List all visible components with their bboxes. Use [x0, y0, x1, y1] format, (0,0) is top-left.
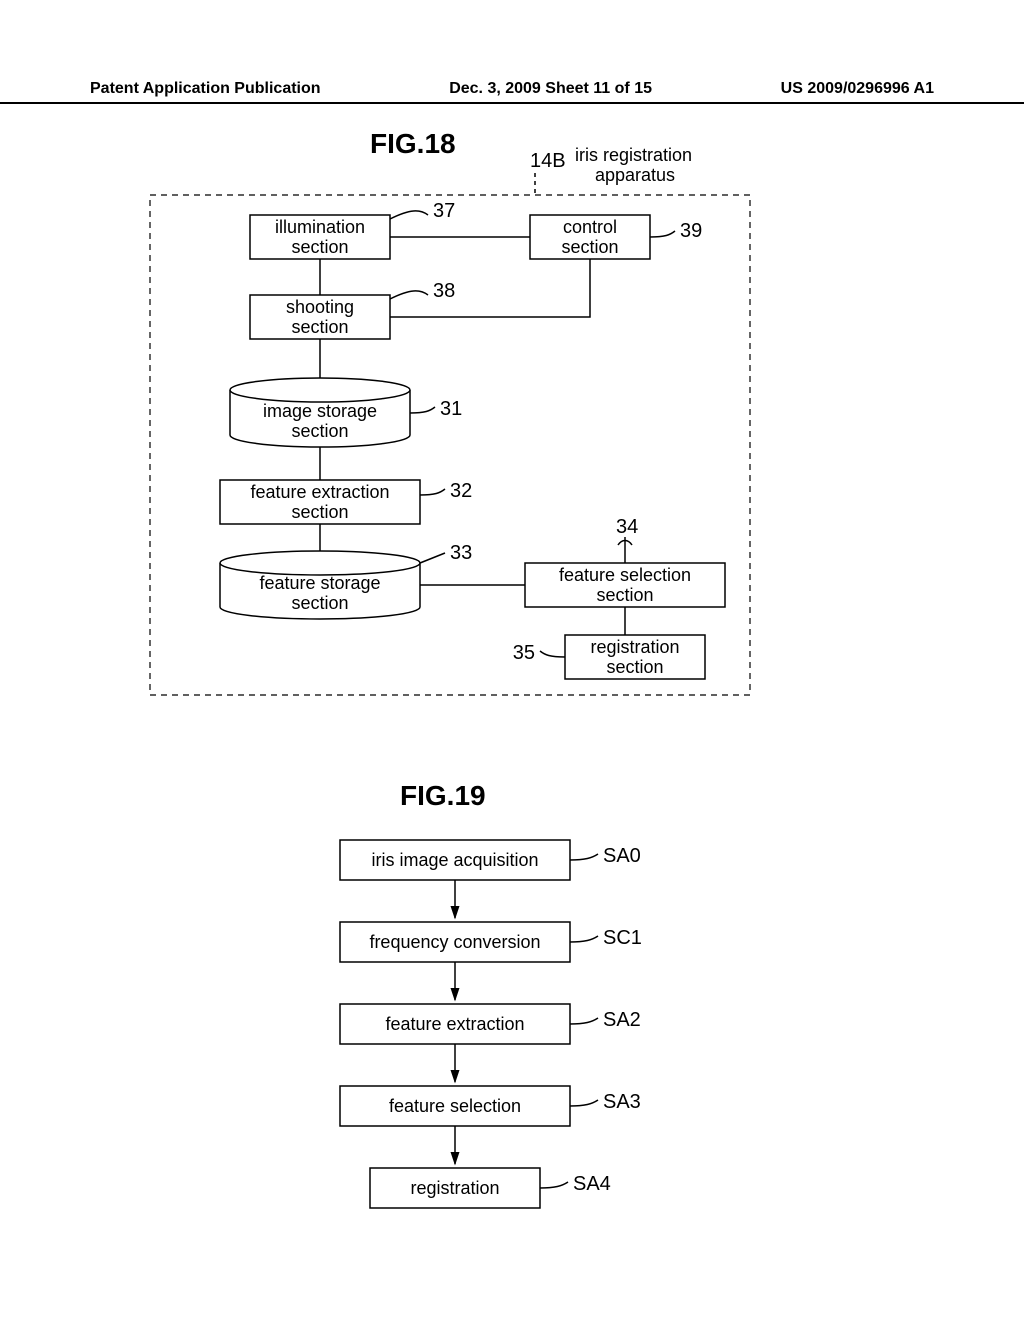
step-sa0-label: iris image acquisition	[371, 850, 538, 870]
ref32: 32	[450, 480, 472, 502]
header-right: US 2009/0296996 A1	[781, 80, 934, 98]
step-sa0-ref: SA0	[603, 845, 641, 867]
ref35-leader	[540, 651, 565, 657]
step-sa3-label: feature selection	[389, 1096, 521, 1116]
step-sa2-label: feature extraction	[385, 1014, 524, 1034]
image-storage-cyl: image storage section	[230, 378, 410, 447]
step-sa2-ref: SA2	[603, 1009, 641, 1031]
apparatus-ref: 14B	[530, 150, 566, 172]
feat-store-label-2: section	[291, 593, 348, 613]
step-sa4-leader	[540, 1182, 568, 1188]
ref33: 33	[450, 542, 472, 564]
feat-store-label-1: feature storage	[259, 573, 380, 593]
ref33-leader	[420, 553, 445, 563]
apparatus-outline	[150, 195, 750, 695]
illumination-label-1: illumination	[275, 217, 365, 237]
feat-sel-label-1: feature selection	[559, 565, 691, 585]
image-storage-label-1: image storage	[263, 401, 377, 421]
feat-ext-label-2: section	[291, 502, 348, 522]
ref32-leader	[420, 489, 445, 495]
step-sa4-label: registration	[410, 1178, 499, 1198]
step-sa3-ref: SA3	[603, 1091, 641, 1113]
feat-ext-label-1: feature extraction	[250, 482, 389, 502]
reg-label-1: registration	[590, 637, 679, 657]
shooting-label-2: section	[291, 317, 348, 337]
page-header: Patent Application Publication Dec. 3, 2…	[0, 80, 1024, 104]
ref31: 31	[440, 398, 462, 420]
illumination-label-2: section	[291, 237, 348, 257]
header-center: Dec. 3, 2009 Sheet 11 of 15	[449, 80, 652, 98]
ref34: 34	[616, 516, 638, 538]
step-sa4-ref: SA4	[573, 1173, 611, 1195]
apparatus-label-2: apparatus	[595, 165, 675, 185]
control-label-2: section	[561, 237, 618, 257]
step-sa3-leader	[570, 1100, 598, 1106]
fig18-diagram: 14B iris registration apparatus illumina…	[130, 145, 770, 705]
page: Patent Application Publication Dec. 3, 2…	[0, 0, 1024, 1320]
fig19-title: FIG.19	[400, 780, 486, 812]
ref37: 37	[433, 200, 455, 222]
shooting-label-1: shooting	[286, 297, 354, 317]
step-sc1-ref: SC1	[603, 927, 642, 949]
ref35: 35	[513, 642, 535, 664]
ref38-leader	[390, 291, 428, 299]
step-sa2-leader	[570, 1018, 598, 1024]
step-sa0-leader	[570, 854, 598, 860]
ref39-leader	[650, 231, 675, 237]
link-shoot-control	[390, 259, 590, 317]
image-storage-label-2: section	[291, 421, 348, 441]
reg-label-2: section	[606, 657, 663, 677]
feature-storage-cyl: feature storage section	[220, 551, 420, 619]
step-sc1-label: frequency conversion	[369, 932, 540, 952]
feat-sel-label-2: section	[596, 585, 653, 605]
ref37-leader	[390, 211, 428, 219]
ref39: 39	[680, 220, 702, 242]
ref31-leader	[410, 407, 435, 413]
ref38: 38	[433, 280, 455, 302]
apparatus-label-1: iris registration	[575, 145, 692, 165]
header-left: Patent Application Publication	[90, 80, 321, 98]
fig19-flowchart: iris image acquisition SA0 frequency con…	[280, 830, 700, 1260]
step-sc1-leader	[570, 936, 598, 942]
control-label-1: control	[563, 217, 617, 237]
